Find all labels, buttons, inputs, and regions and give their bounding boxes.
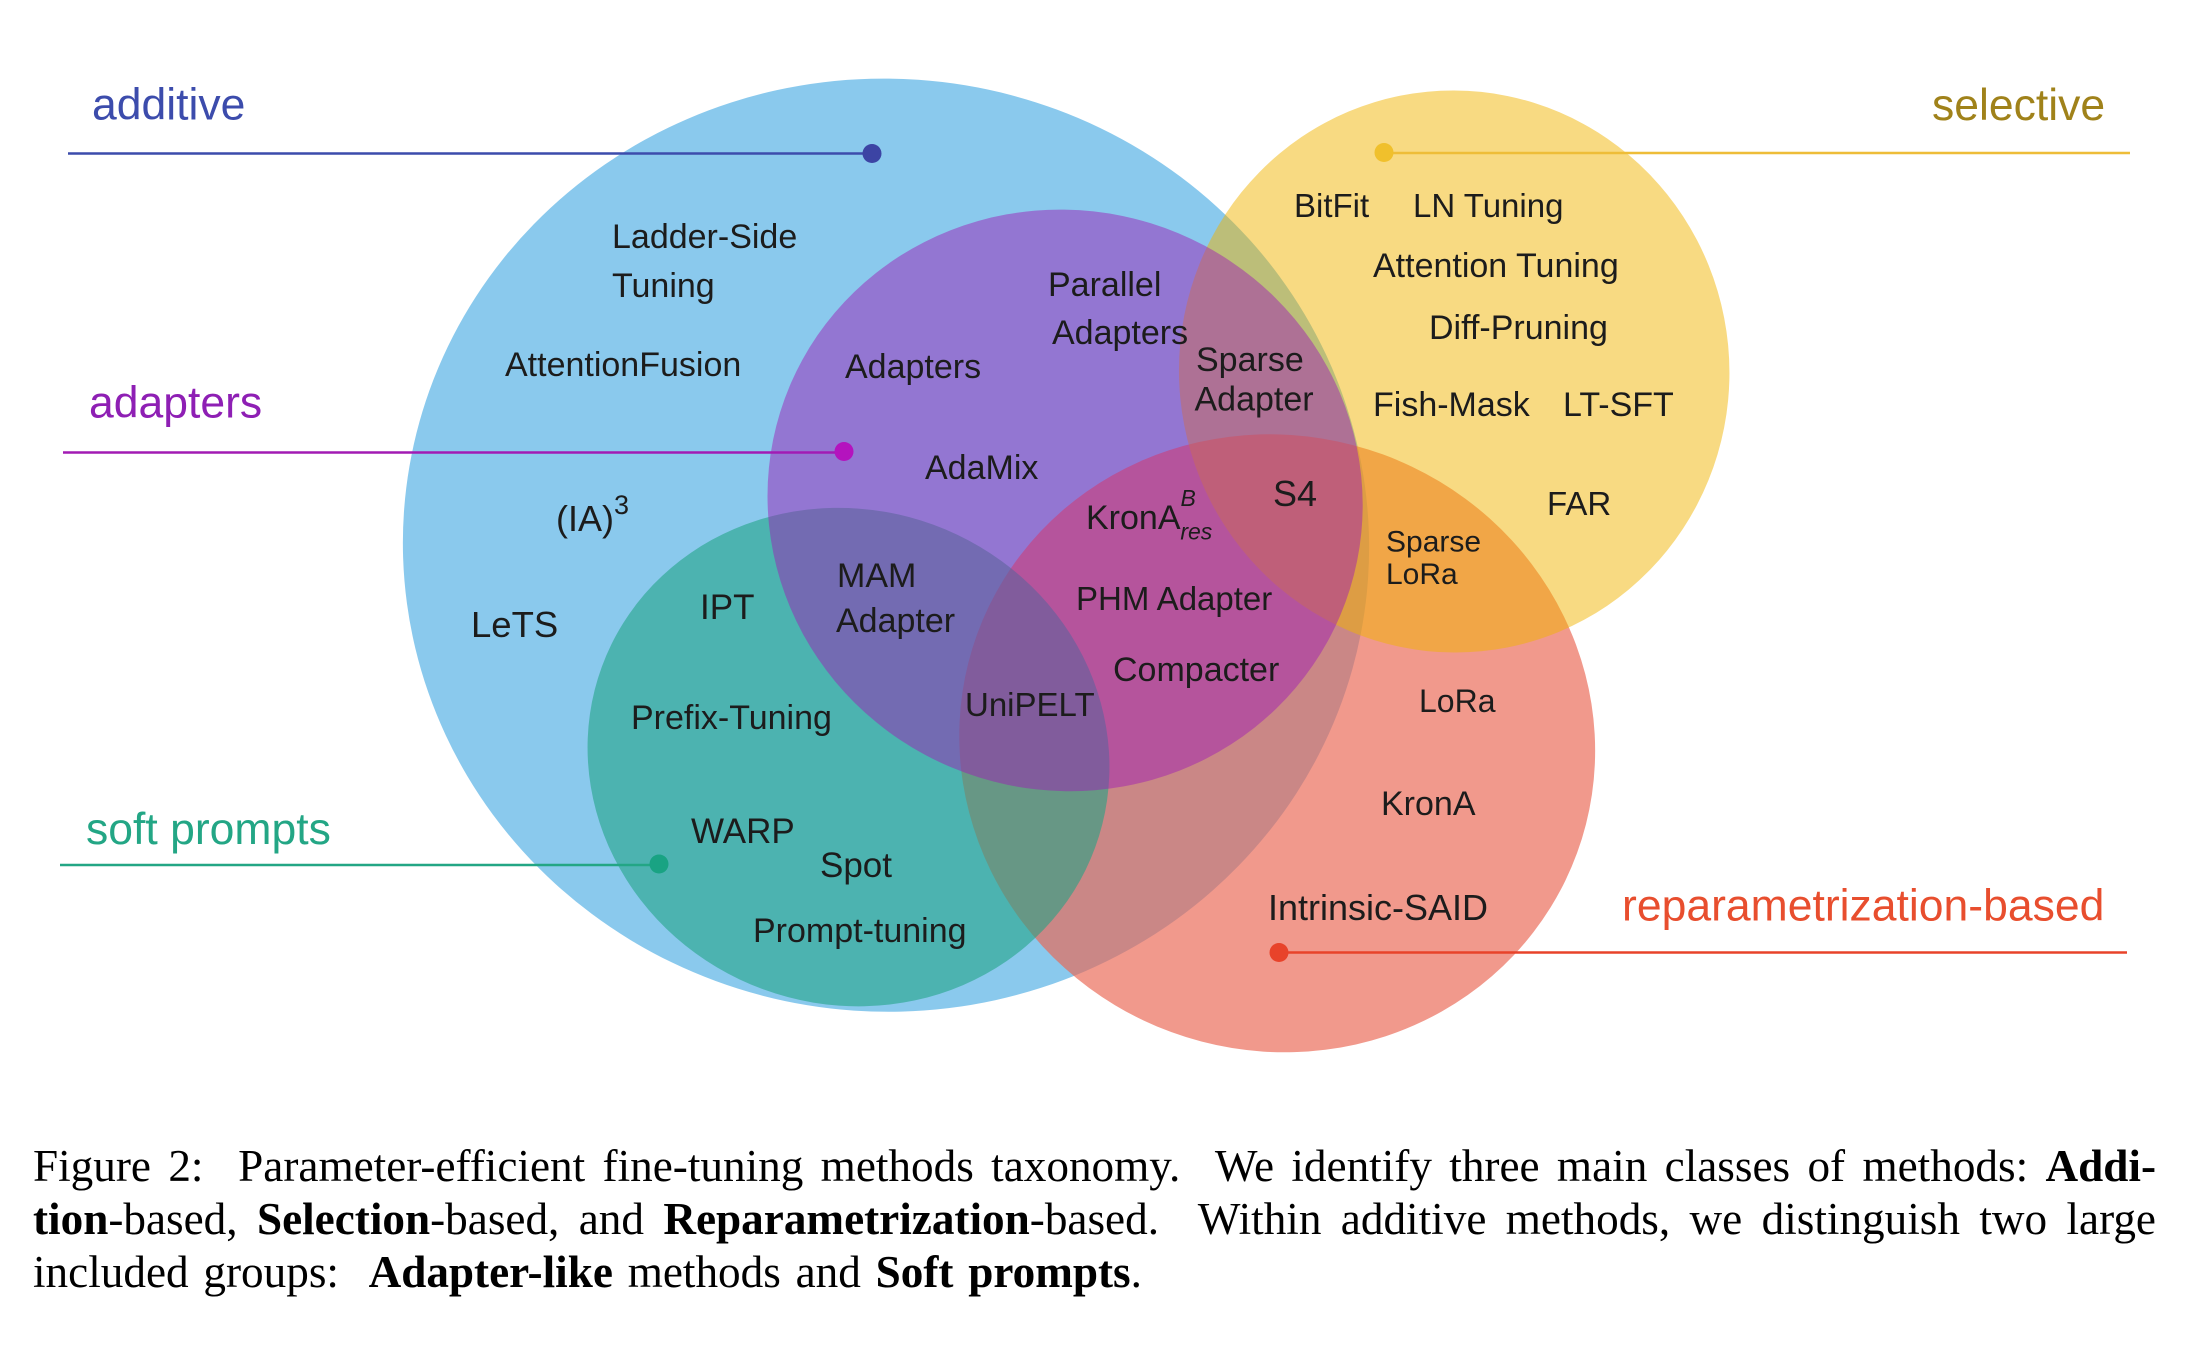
svg-text:UniPELT: UniPELT (965, 686, 1095, 723)
svg-text:Fish-Mask: Fish-Mask (1373, 386, 1531, 424)
svg-text:soft prompts: soft prompts (86, 805, 331, 854)
svg-text:Intrinsic-SAID: Intrinsic-SAID (1268, 887, 1488, 928)
svg-text:Sparse: Sparse (1386, 526, 1481, 559)
svg-text:Adapter: Adapter (836, 602, 955, 640)
svg-text:MAM: MAM (837, 557, 916, 595)
svg-text:IPT: IPT (700, 588, 754, 627)
svg-text:LoRa: LoRa (1386, 558, 1458, 591)
svg-text:LT-SFT: LT-SFT (1563, 386, 1674, 424)
svg-text:LN Tuning: LN Tuning (1413, 187, 1563, 224)
svg-text:Attention Tuning: Attention Tuning (1373, 247, 1619, 285)
svg-text:Diff-Pruning: Diff-Pruning (1429, 309, 1608, 347)
svg-text:Adapters: Adapters (845, 348, 981, 386)
svg-text:PHM Adapter: PHM Adapter (1076, 580, 1272, 617)
svg-text:Parallel: Parallel (1048, 266, 1161, 304)
svg-text:LoRa: LoRa (1419, 683, 1496, 719)
svg-text:adapters: adapters (89, 379, 262, 428)
svg-text:reparametrization-based: reparametrization-based (1622, 882, 2104, 931)
svg-text:WARP: WARP (691, 812, 795, 851)
svg-text:AdaMix: AdaMix (925, 449, 1038, 487)
svg-text:selective: selective (1932, 81, 2105, 130)
svg-text:AttentionFusion: AttentionFusion (505, 346, 741, 384)
svg-text:Adapters: Adapters (1052, 314, 1188, 352)
svg-text:additive: additive (92, 81, 245, 130)
svg-text:LeTS: LeTS (471, 604, 558, 645)
svg-text:S4: S4 (1273, 473, 1317, 514)
svg-text:FAR: FAR (1547, 485, 1611, 522)
svg-text:Compacter: Compacter (1113, 651, 1279, 689)
svg-text:Sparse: Sparse (1196, 341, 1304, 379)
svg-text:BitFit: BitFit (1294, 187, 1369, 224)
svg-text:Adapter: Adapter (1195, 381, 1314, 419)
svg-text:Prompt-tuning: Prompt-tuning (753, 912, 967, 950)
svg-text:Tuning: Tuning (612, 267, 715, 305)
svg-text:KronA: KronA (1381, 785, 1476, 823)
svg-text:Prefix-Tuning: Prefix-Tuning (631, 699, 832, 737)
svg-text:Spot: Spot (820, 846, 892, 885)
svg-text:Ladder-Side: Ladder-Side (612, 218, 797, 256)
